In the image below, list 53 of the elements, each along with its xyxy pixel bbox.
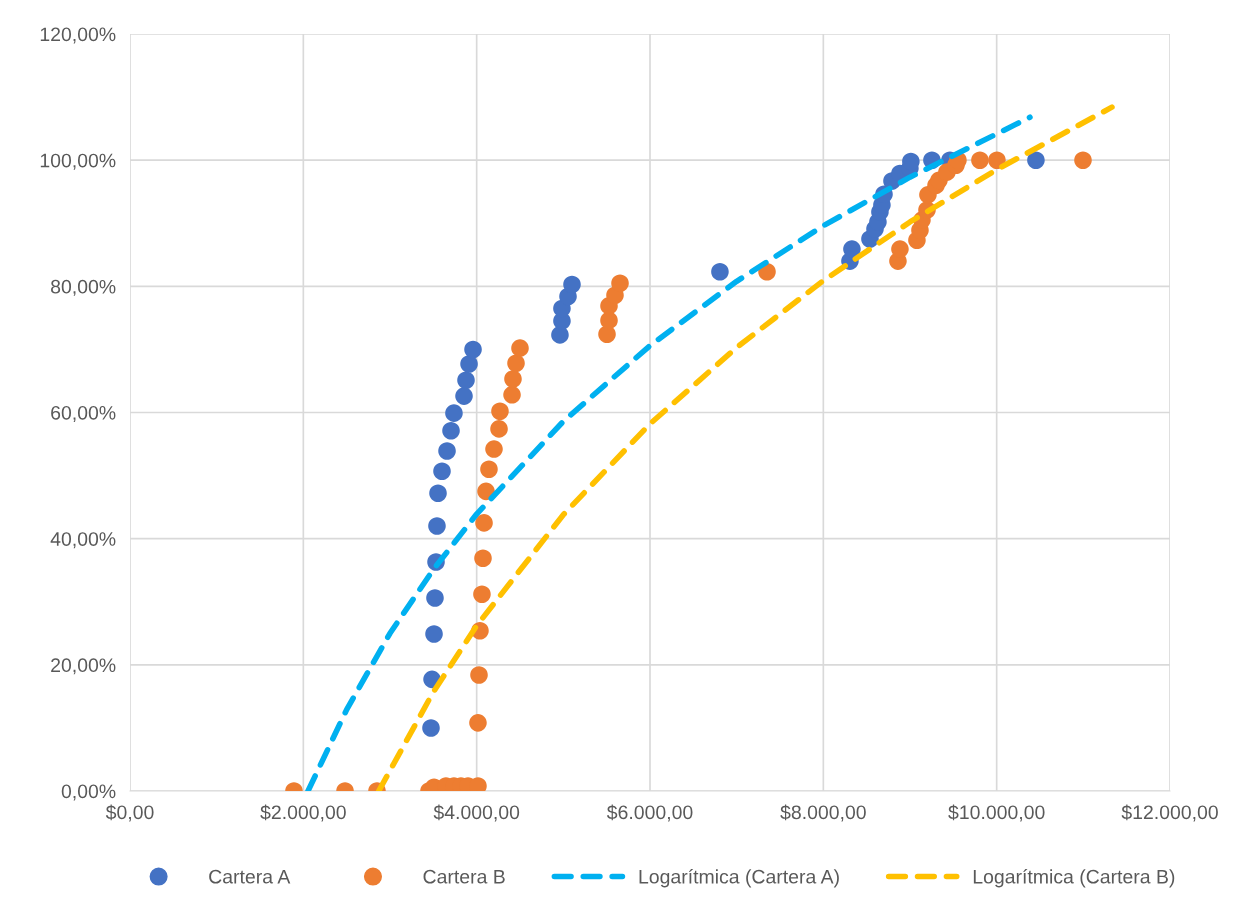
point	[422, 719, 440, 737]
y-tick-label: 120,00%	[40, 27, 116, 44]
point	[455, 387, 473, 405]
x-tick-label: $2.000,00	[260, 804, 346, 822]
point	[485, 440, 503, 458]
point	[426, 589, 444, 607]
y-tick-label: 40,00%	[50, 532, 116, 549]
legend-label: Cartera B	[423, 869, 505, 884]
point	[503, 386, 521, 404]
x-tick-label: $4.000,00	[433, 804, 520, 822]
point	[429, 484, 447, 503]
y-tick-label: 80,00%	[51, 279, 116, 296]
y-tick-label: 0,00%	[61, 784, 116, 801]
y-tick-label: 100,00%	[40, 153, 116, 170]
point	[425, 625, 443, 643]
x-tick-label: $0,00	[105, 804, 154, 822]
point	[460, 355, 478, 373]
point	[473, 585, 491, 603]
point	[971, 151, 989, 169]
point	[600, 311, 618, 330]
x-tick-label: $8.000,00	[780, 804, 866, 822]
point	[504, 370, 522, 388]
point	[511, 339, 529, 357]
point	[428, 517, 446, 535]
point	[711, 263, 729, 281]
point	[474, 549, 492, 568]
point	[507, 354, 525, 373]
point	[491, 402, 509, 421]
point	[891, 240, 909, 258]
point	[480, 460, 498, 479]
x-tick-label: $10.000,00	[948, 804, 1045, 822]
legend-label: Cartera A	[209, 869, 291, 884]
point	[442, 422, 460, 440]
x-tick-label: $12.000,00	[1121, 804, 1218, 822]
point	[438, 442, 456, 460]
y-tick-label: 60,00%	[51, 405, 116, 423]
x-tick-label: $6.000,00	[606, 804, 693, 822]
point	[457, 371, 475, 390]
point	[490, 420, 508, 438]
point	[1074, 151, 1092, 169]
legend-label: Logarítmica (Cartera B)	[973, 869, 1175, 888]
point	[475, 514, 493, 532]
point	[445, 404, 463, 422]
point	[1027, 151, 1045, 169]
point	[464, 340, 482, 359]
y-tick-label: 20,00%	[51, 658, 116, 675]
point	[469, 714, 487, 732]
point	[433, 462, 451, 480]
point	[470, 666, 488, 684]
point	[988, 151, 1006, 169]
point	[611, 274, 629, 292]
legend-label: Logarítmica (Cartera A)	[639, 869, 839, 888]
point	[563, 275, 581, 294]
